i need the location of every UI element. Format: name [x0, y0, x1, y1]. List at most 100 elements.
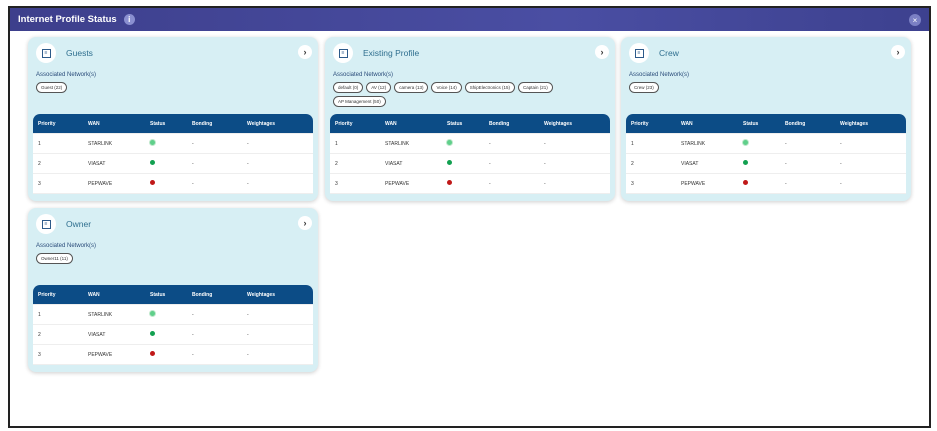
- weightages: -: [247, 140, 249, 147]
- status-dot-icon: [150, 351, 155, 356]
- column-header: Priority: [38, 291, 56, 298]
- card-header: ≡ Owner: [36, 214, 91, 234]
- status-dot-icon: [447, 160, 452, 165]
- status-dot-icon: [743, 180, 748, 185]
- status-cell: [145, 311, 187, 318]
- network-chip[interactable]: Owner11 (11): [36, 253, 73, 264]
- associated-networks-label: Associated Network(s): [36, 243, 97, 249]
- bonding: -: [489, 140, 491, 147]
- column-header: Priority: [38, 120, 56, 127]
- wan-table: Priority WAN Status Bonding Weightages 1 STA…: [33, 114, 313, 194]
- associated-networks-label: Associated Network(s): [333, 72, 394, 78]
- dialog-header: Internet Profile Status i ×: [10, 8, 929, 31]
- wan-name: STARLINK: [88, 311, 113, 318]
- weightages: -: [247, 351, 249, 358]
- wan-name: STARLINK: [681, 140, 706, 147]
- column-header: Status: [150, 120, 166, 127]
- column-header: WAN: [681, 120, 693, 127]
- column-header: Status: [447, 120, 463, 127]
- profile-icon: ≡: [333, 43, 353, 63]
- wan-name: PEPWAVE: [88, 351, 113, 358]
- wan-name: VIASAT: [681, 160, 699, 167]
- chevron-right-icon[interactable]: ›: [298, 216, 312, 230]
- weightages: -: [840, 140, 842, 147]
- profile-card: ≡ Guests › Associated Network(s) Guest (22…: [28, 37, 318, 201]
- status-cell: [145, 160, 187, 167]
- status-cell: [442, 180, 484, 187]
- network-chip[interactable]: ShipElectronics (15): [464, 82, 515, 93]
- column-header: Weightages: [840, 120, 868, 127]
- table-row: 1 STARLINK - -: [330, 134, 610, 154]
- status-cell: [145, 351, 187, 358]
- column-header: Status: [150, 291, 166, 298]
- chevron-right-icon[interactable]: ›: [298, 45, 312, 59]
- associated-networks-label: Associated Network(s): [629, 72, 690, 78]
- status-cell: [442, 160, 484, 167]
- priority: 3: [335, 180, 338, 187]
- network-chip[interactable]: Voice (14): [431, 82, 462, 93]
- network-chip[interactable]: Guest (22): [36, 82, 68, 93]
- network-chip[interactable]: default (0): [333, 82, 364, 93]
- table-row: 1 STARLINK - -: [33, 305, 313, 325]
- weightages: -: [544, 180, 546, 187]
- column-header: Bonding: [785, 120, 806, 127]
- column-header: Bonding: [489, 120, 510, 127]
- bonding: -: [192, 351, 194, 358]
- priority: 1: [38, 140, 41, 147]
- profile-name: Crew: [659, 48, 679, 58]
- wan-name: PEPWAVE: [681, 180, 706, 187]
- column-header: Weightages: [544, 120, 572, 127]
- table-row: 2 VIASAT - -: [626, 154, 906, 174]
- wan-name: STARLINK: [385, 140, 410, 147]
- wan-table: Priority WAN Status Bonding Weightages 1 STA…: [626, 114, 906, 194]
- card-header: ≡ Existing Profile: [333, 43, 419, 63]
- status-cell: [442, 140, 484, 147]
- column-header: Weightages: [247, 120, 275, 127]
- wan-name: PEPWAVE: [88, 180, 113, 187]
- weightages: -: [840, 160, 842, 167]
- bonding: -: [192, 180, 194, 187]
- status-cell: [738, 180, 780, 187]
- profile-card: ≡ Owner › Associated Network(s) Owner11 (1…: [28, 208, 318, 372]
- status-dot-icon: [150, 180, 155, 185]
- wan-table: Priority WAN Status Bonding Weightages 1 STA…: [330, 114, 610, 194]
- bonding: -: [192, 160, 194, 167]
- chevron-right-icon[interactable]: ›: [595, 45, 609, 59]
- table-header: Priority WAN Status Bonding Weightages: [626, 114, 906, 134]
- wan-name: VIASAT: [385, 160, 403, 167]
- network-chip[interactable]: Captain (21): [518, 82, 553, 93]
- status-dot-icon: [150, 331, 155, 336]
- priority: 3: [38, 180, 41, 187]
- weightages: -: [840, 180, 842, 187]
- status-dot-icon: [150, 160, 155, 165]
- status-cell: [145, 140, 187, 147]
- status-dot-icon: [447, 180, 452, 185]
- weightages: -: [247, 180, 249, 187]
- table-row: 3 PEPWAVE - -: [33, 174, 313, 194]
- close-icon[interactable]: ×: [909, 14, 921, 26]
- network-chip[interactable]: AV (12): [366, 82, 392, 93]
- status-cell: [738, 140, 780, 147]
- column-header: Priority: [631, 120, 649, 127]
- network-chip[interactable]: camera (13): [394, 82, 429, 93]
- bonding: -: [192, 331, 194, 338]
- info-icon[interactable]: i: [123, 14, 135, 25]
- bonding: -: [489, 160, 491, 167]
- weightages: -: [247, 311, 249, 318]
- priority: 2: [38, 331, 41, 338]
- table-row: 3 PEPWAVE - -: [626, 174, 906, 194]
- bonding: -: [785, 180, 787, 187]
- column-header: Status: [743, 120, 759, 127]
- network-chip[interactable]: AP Management (50): [333, 96, 386, 107]
- profile-icon: ≡: [629, 43, 649, 63]
- network-chip[interactable]: Crew (23): [629, 82, 659, 93]
- chevron-right-icon[interactable]: ›: [891, 45, 905, 59]
- priority: 3: [38, 351, 41, 358]
- column-header: Bonding: [192, 291, 213, 298]
- priority: 1: [38, 311, 41, 318]
- column-header: Bonding: [192, 120, 213, 127]
- status-dot-icon: [743, 160, 748, 165]
- table-row: 1 STARLINK - -: [33, 134, 313, 154]
- column-header: WAN: [88, 120, 100, 127]
- table-row: 3 PEPWAVE - -: [33, 345, 313, 365]
